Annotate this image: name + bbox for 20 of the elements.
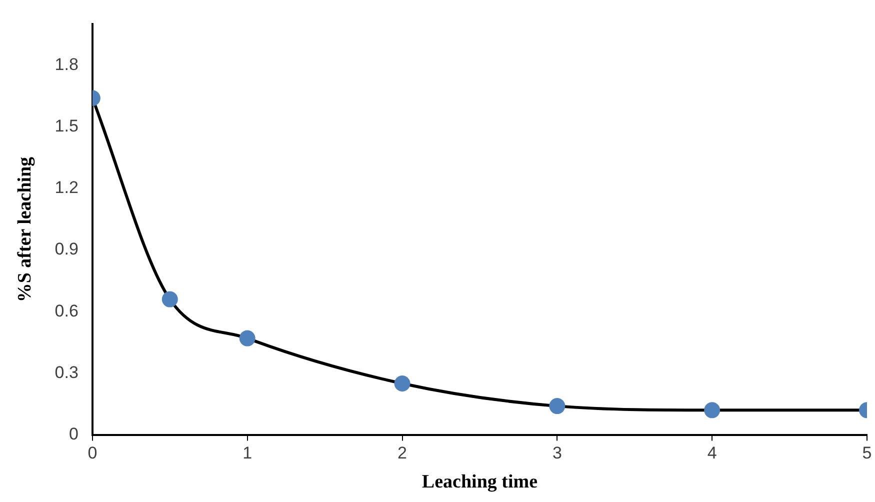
- point: [704, 402, 720, 418]
- y-tick-label: 0.9: [54, 240, 78, 259]
- point: [394, 375, 410, 392]
- point: [549, 398, 566, 414]
- y-axis-title: %S after leaching: [14, 156, 36, 302]
- x-tick-label: 5: [862, 444, 872, 463]
- y-tick-label: 1.8: [54, 54, 78, 74]
- y-tick-label: 0.6: [54, 301, 78, 320]
- y-tick-label: 0.3: [54, 362, 78, 382]
- point: [239, 330, 256, 346]
- x-tick-label: 2: [398, 444, 407, 463]
- x-tick-label: 3: [552, 444, 562, 463]
- x-tick-label: 4: [707, 444, 717, 463]
- x-axis-title: Leaching time: [422, 472, 538, 493]
- x-tick-label: 0: [88, 444, 98, 463]
- y-tick-label: 0: [68, 424, 78, 444]
- x-tick-label: 1: [242, 444, 252, 463]
- y-tick-label: 1.5: [54, 116, 78, 136]
- point: [162, 291, 178, 308]
- y-tick-label: 1.2: [54, 178, 78, 198]
